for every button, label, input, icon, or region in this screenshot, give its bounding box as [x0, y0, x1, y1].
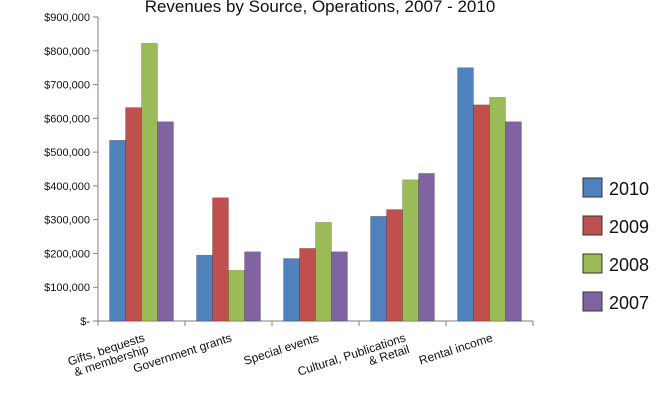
y-tick-label: $900,000	[44, 12, 90, 24]
category-label-line: Rental income	[417, 330, 495, 367]
y-tick-label: $300,000	[44, 215, 90, 227]
y-tick-label: $800,000	[44, 46, 90, 58]
y-tick-label: $600,000	[44, 113, 90, 125]
y-tick-label: $200,000	[44, 248, 90, 260]
y-tick-label: $400,000	[44, 181, 90, 193]
bar-2010	[196, 254, 213, 322]
y-tick-label: $500,000	[44, 147, 90, 159]
bar-2007	[244, 251, 261, 322]
legend-label: 2007	[609, 293, 649, 313]
legend-swatch-2007	[582, 291, 603, 312]
bar-2008	[228, 270, 245, 322]
legend-swatch-2010	[582, 177, 603, 198]
bar-2008	[402, 179, 419, 322]
bar-2007	[505, 121, 522, 322]
legend-label: 2010	[609, 179, 649, 199]
chart-legend: 2010 2009 2008 2007	[582, 177, 649, 313]
legend-swatch-2009	[582, 215, 603, 236]
legend-label: 2009	[609, 217, 649, 237]
chart-axes: $- $100,000 $200,000 $300,000 $400,000 $500,0…	[44, 12, 534, 328]
bar-2007	[331, 251, 348, 322]
bar-2010	[283, 258, 300, 322]
bar-2009	[299, 248, 316, 322]
bar-2010	[109, 139, 126, 322]
y-tick-label: $100,000	[44, 282, 90, 294]
bar-2009	[212, 197, 229, 322]
chart-bars	[109, 43, 522, 322]
bar-2007	[418, 173, 435, 322]
chart-title: Revenues by Source, Operations, 2007 - 2…	[145, 0, 496, 16]
bar-2009	[473, 104, 490, 322]
bar-2008	[315, 222, 332, 322]
bar-2009	[125, 107, 142, 322]
y-tick-label: $-	[80, 316, 90, 328]
bar-2010	[457, 67, 474, 322]
category-label: Rental income	[417, 330, 495, 367]
bar-2008	[141, 43, 158, 322]
bar-2010	[370, 215, 387, 322]
bar-2009	[386, 209, 403, 322]
legend-swatch-2008	[582, 253, 603, 274]
bar-2007	[157, 121, 174, 322]
legend-label: 2008	[609, 255, 649, 275]
y-tick-label: $700,000	[44, 80, 90, 92]
bar-2008	[489, 97, 506, 322]
